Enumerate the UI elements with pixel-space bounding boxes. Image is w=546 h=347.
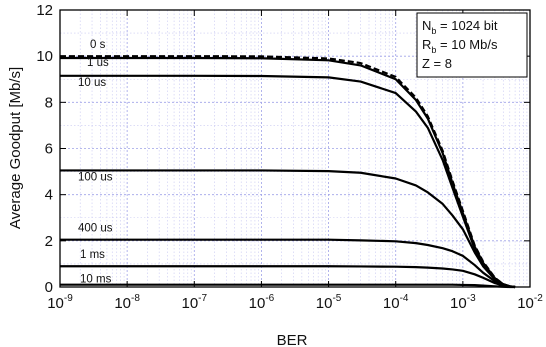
x-tick-label: 10-2	[517, 293, 543, 312]
legend-frame	[416, 12, 528, 78]
curve-label-3: 100 us	[78, 171, 113, 183]
series-line-2	[60, 74, 516, 289]
y-tick-label: 12	[36, 2, 53, 19]
x-tick-label: 10-4	[383, 293, 409, 312]
y-tick-label: 10	[36, 48, 53, 65]
curve-label-6: 10 ms	[80, 274, 112, 286]
curve-label-5: 1 ms	[80, 249, 105, 261]
y-tick-label: 4	[45, 187, 53, 204]
curves	[60, 55, 516, 289]
curve-label-1: 1 us	[87, 57, 109, 69]
curve-label-2: 10 us	[78, 77, 106, 89]
x-tick-label: 10-5	[316, 293, 342, 312]
y-tick-label: 6	[45, 141, 53, 158]
series-line-4	[60, 238, 516, 289]
series-line-3	[60, 169, 516, 289]
x-tick-label: 10-6	[249, 293, 275, 312]
x-tick-label: 10-8	[114, 293, 140, 312]
curve-label-4: 400 us	[78, 223, 113, 235]
x-tick-label: 10-9	[47, 293, 73, 312]
y-tick-label: 0	[45, 279, 53, 296]
y-axis-label: Average Goodput [Mb/s]	[7, 67, 24, 229]
y-tick-label: 2	[45, 233, 53, 250]
y-tick-label: 8	[45, 94, 53, 111]
curve-labels: 0 s 1 us 10 us 100 us 400 us 1 ms 10 ms	[78, 39, 113, 286]
legend-entry: Z = 8	[422, 56, 452, 71]
legend-entry: Nb = 1024 bit	[422, 18, 498, 36]
x-tick-label: 10-3	[450, 293, 476, 312]
x-tick-label: 10-7	[181, 293, 207, 312]
x-axis-label: BER	[277, 332, 308, 347]
legend-entry: Rb = 10 Mb/s	[422, 37, 498, 55]
curve-label-0: 0 s	[90, 39, 106, 51]
series-line-5	[60, 265, 516, 289]
